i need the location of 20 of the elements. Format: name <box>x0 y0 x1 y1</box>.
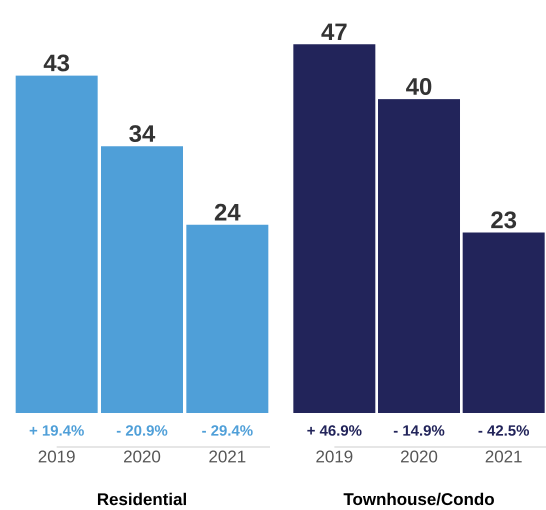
data-label: 24 <box>214 204 240 220</box>
x-tick-label: 2019 <box>38 450 75 463</box>
x-axis-title: Townhouse/Condo <box>344 492 494 506</box>
text: - 20.9% <box>116 425 168 436</box>
x-axis-title: Residential <box>98 492 186 506</box>
x-tick-label: 2019 <box>316 450 352 463</box>
data-label: 43 <box>44 54 70 72</box>
text: - 29.4% <box>202 425 253 436</box>
text: - 14.9% <box>394 425 444 436</box>
data-label: 34 <box>129 125 156 142</box>
data-label: 47 <box>321 24 347 40</box>
x-tick-label: 2021 <box>209 450 246 463</box>
data-label: 23 <box>491 211 516 228</box>
text: + 19.4% <box>30 425 84 436</box>
text: - 42.5% <box>478 425 530 436</box>
x-tick-label: 2020 <box>401 450 438 463</box>
text: + 46.9% <box>307 425 362 436</box>
x-tick-label: 2021 <box>486 450 522 463</box>
x-tick-label: 2020 <box>124 450 160 463</box>
data-label: 40 <box>406 78 432 95</box>
